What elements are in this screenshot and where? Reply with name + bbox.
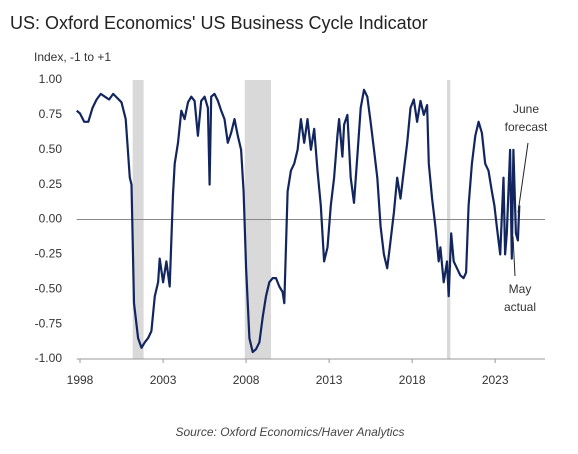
annotation: May actual bbox=[504, 282, 536, 314]
annotation-leader bbox=[517, 142, 529, 213]
source: Source: Oxford Economics/Haver Analytics bbox=[176, 425, 405, 439]
annotation: June forecast bbox=[505, 102, 548, 134]
y-tick-label: -0.50 bbox=[35, 281, 63, 295]
data-line bbox=[75, 88, 521, 354]
y-tick-label: 0.00 bbox=[39, 212, 63, 226]
x-tick-label: 2013 bbox=[316, 373, 343, 387]
y-tick-label: -0.25 bbox=[35, 247, 63, 261]
y-tick-label: 1.00 bbox=[39, 72, 63, 86]
chart-title: US: Oxford Economics' US Business Cycle … bbox=[10, 13, 428, 33]
y-tick-label: 0.50 bbox=[39, 142, 63, 156]
x-tick-label: 2003 bbox=[150, 373, 177, 387]
x-tick-label: 2018 bbox=[399, 373, 426, 387]
y-tick-label: -1.00 bbox=[35, 351, 63, 365]
y-axis-label: Index, -1 to +1 bbox=[34, 50, 111, 64]
y-tick-label: 0.75 bbox=[39, 107, 63, 121]
y-tick-label: -0.75 bbox=[35, 316, 63, 330]
x-tick-label: 2023 bbox=[482, 373, 509, 387]
x-tick-label: 2008 bbox=[233, 373, 260, 387]
y-tick-label: 0.25 bbox=[39, 177, 63, 191]
x-tick-label: 1998 bbox=[67, 373, 94, 387]
annotation-leader bbox=[512, 236, 516, 277]
